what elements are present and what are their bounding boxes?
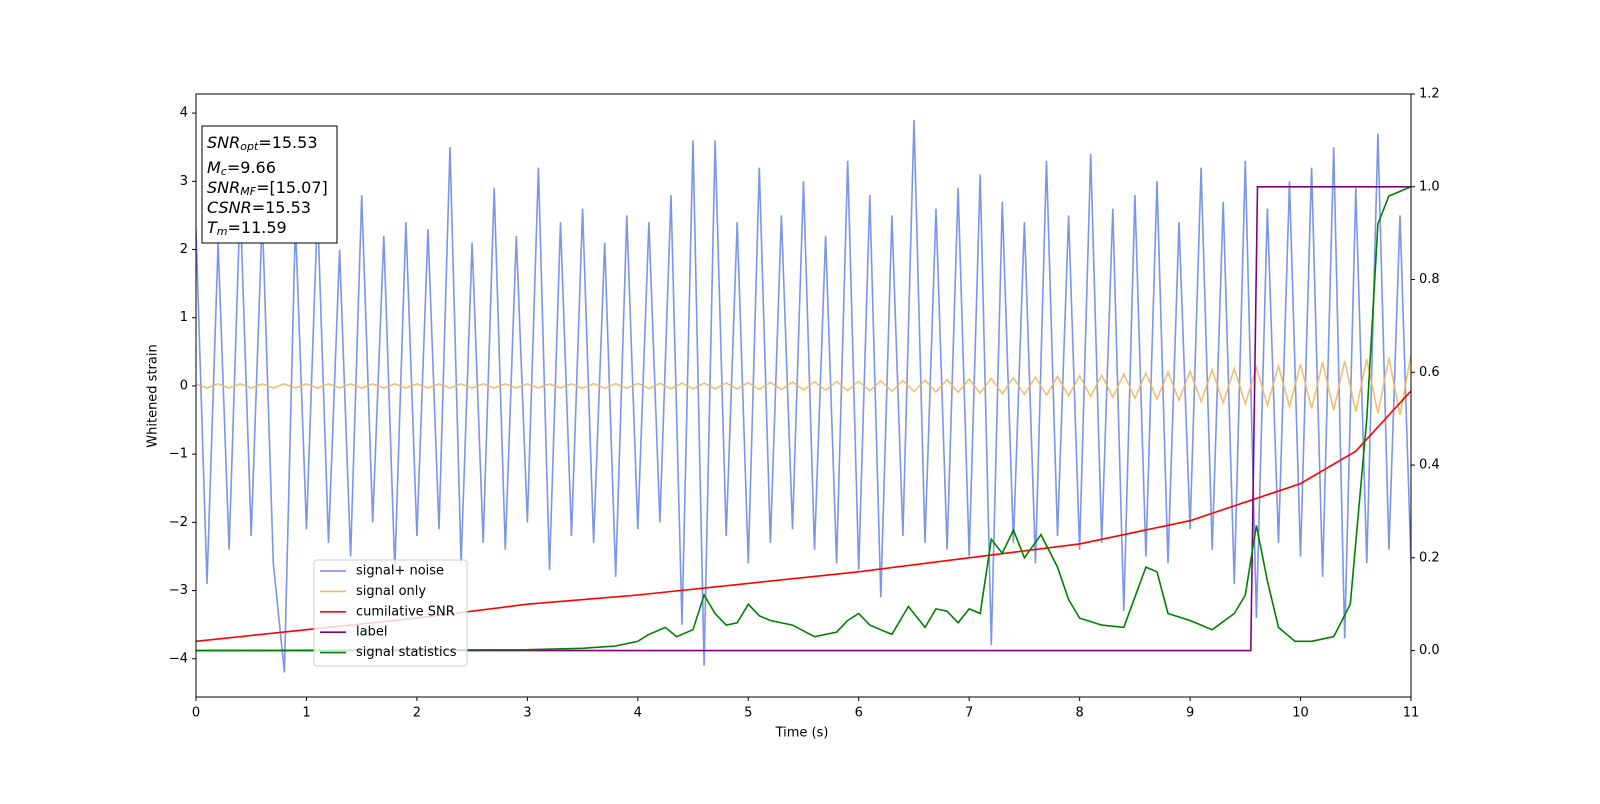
annotation-box <box>201 125 338 244</box>
x-tick-label: 0 <box>192 706 200 721</box>
annotation-subscript: c <box>221 165 227 178</box>
annotation: CSNR=15.53 <box>207 198 311 217</box>
y2-tick-label: 0.2 <box>1419 550 1440 565</box>
y-tick-label: 2 <box>180 242 188 257</box>
y-tick-label: −3 <box>169 583 188 598</box>
annotation-value: =[15.07] <box>256 178 328 197</box>
annotation-value: =11.59 <box>228 218 287 237</box>
y2-tick-label: 1.2 <box>1419 87 1440 102</box>
annotation-symbol: M <box>207 158 221 177</box>
x-tick-label: 7 <box>965 706 973 721</box>
plot-frame <box>195 93 1412 698</box>
y-tick-label: −2 <box>169 515 188 530</box>
legend-label: cumilative SNR <box>356 604 455 619</box>
x-tick-label: 5 <box>744 706 752 721</box>
x-tick-label: 6 <box>855 706 863 721</box>
annotation: Mc=9.66 <box>207 158 276 179</box>
annotation: Tm=11.59 <box>207 218 287 239</box>
y-tick-label: 1 <box>180 310 188 325</box>
annotation: SNRopt=15.53 <box>207 133 318 154</box>
x-axis-label: Time (s) <box>775 726 829 741</box>
y2-tick-label: 0.8 <box>1419 272 1440 287</box>
x-tick-label: 11 <box>1403 706 1420 721</box>
annotation-value: =15.53 <box>252 198 311 217</box>
x-tick-label: 9 <box>1186 706 1194 721</box>
y2-tick-label: 1.0 <box>1419 179 1440 194</box>
x-tick-label: 8 <box>1075 706 1083 721</box>
annotation-symbol: SNR <box>207 178 240 197</box>
annotation: SNRMF=[15.07] <box>207 178 328 199</box>
annotation-subscript: m <box>217 225 228 238</box>
x-tick-label: 2 <box>413 706 421 721</box>
x-tick-label: 4 <box>634 706 642 721</box>
y2-tick-label: 0.6 <box>1419 365 1440 380</box>
annotation-symbol: CSNR <box>207 198 252 217</box>
y-axis-label: Whitened strain <box>146 344 161 447</box>
series-line <box>196 186 1411 652</box>
annotation-symbol: T <box>207 218 218 237</box>
series-line <box>196 119 1411 673</box>
y-tick-label: 3 <box>180 174 188 189</box>
x-tick-label: 1 <box>302 706 310 721</box>
annotation-value: =9.66 <box>227 158 276 177</box>
y-tick-label: −4 <box>169 651 188 666</box>
y-tick-label: 4 <box>180 106 188 121</box>
annotation-subscript: opt <box>240 140 259 153</box>
series-line <box>196 186 1411 652</box>
annotation-subscript: MF <box>240 185 256 198</box>
y2-tick-label: 0.4 <box>1419 458 1440 473</box>
legend-box <box>313 559 468 667</box>
legend-label: label <box>356 625 387 640</box>
series-line <box>196 355 1411 416</box>
legend-label: signal only <box>356 584 426 599</box>
annotation-value: =15.53 <box>258 133 317 152</box>
annotation-symbol: SNR <box>207 133 240 152</box>
y-tick-label: −1 <box>169 447 188 462</box>
legend-label: signal+ noise <box>356 564 444 579</box>
x-tick-label: 3 <box>523 706 531 721</box>
y2-tick-label: 0.0 <box>1419 643 1440 658</box>
x-tick-label: 10 <box>1292 706 1309 721</box>
y-tick-label: 0 <box>180 378 188 393</box>
legend-label: signal statistics <box>356 645 457 660</box>
